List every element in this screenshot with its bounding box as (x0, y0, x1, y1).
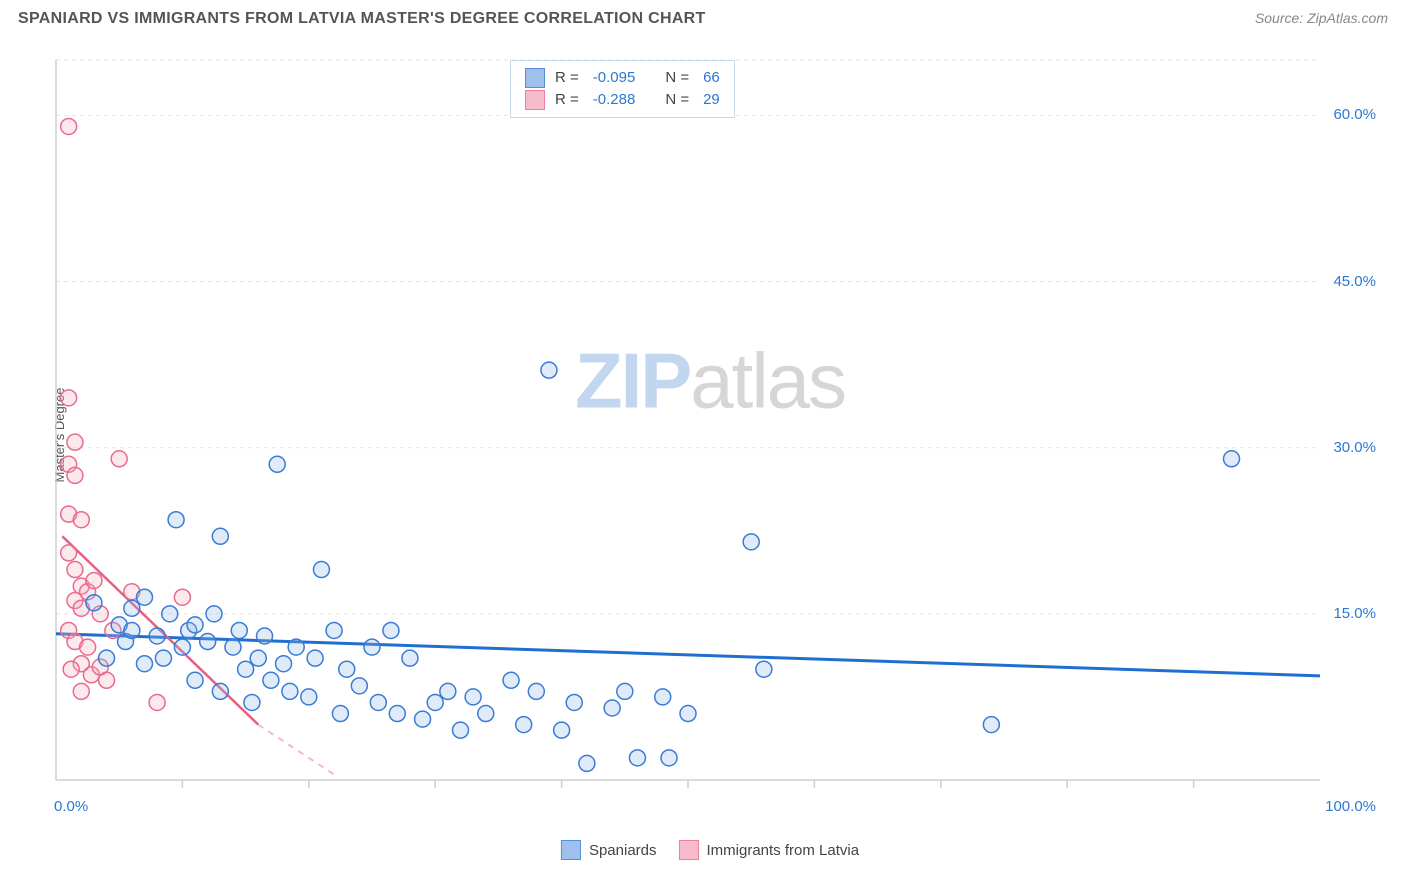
r-value-latvia: -0.288 (589, 89, 636, 111)
n-value-latvia: 29 (699, 89, 720, 111)
legend-label: Immigrants from Latvia (707, 842, 860, 859)
legend-row-latvia: R = -0.288 N = 29 (525, 89, 720, 111)
x-tick-label: 0.0% (54, 798, 88, 815)
chart-source: Source: ZipAtlas.com (1255, 10, 1388, 26)
chart-container: Master's Degree ZIPatlas R = -0.095 N = … (40, 50, 1380, 820)
swatch-spaniards (525, 68, 545, 88)
y-tick-label: 15.0% (1333, 605, 1376, 622)
legend-item-spaniards: Spaniards (561, 840, 657, 860)
y-tick-label: 45.0% (1333, 273, 1376, 290)
swatch-spaniards (561, 840, 581, 860)
correlation-legend: R = -0.095 N = 66 R = -0.288 N = 29 (510, 60, 735, 118)
y-tick-label: 30.0% (1333, 439, 1376, 456)
x-tick-label: 100.0% (1325, 798, 1376, 815)
legend-item-latvia: Immigrants from Latvia (679, 840, 860, 860)
r-label: R = (555, 89, 579, 111)
scatter-plot-svg (50, 50, 1380, 820)
n-label: N = (665, 89, 689, 111)
swatch-latvia (525, 90, 545, 110)
r-label: R = (555, 67, 579, 89)
legend-row-spaniards: R = -0.095 N = 66 (525, 67, 720, 89)
y-tick-label: 60.0% (1333, 106, 1376, 123)
chart-title: SPANIARD VS IMMIGRANTS FROM LATVIA MASTE… (18, 10, 706, 28)
swatch-latvia (679, 840, 699, 860)
legend-label: Spaniards (589, 842, 657, 859)
series-legend: Spaniards Immigrants from Latvia (561, 840, 859, 860)
r-value-spaniards: -0.095 (589, 67, 636, 89)
n-label: N = (665, 67, 689, 89)
n-value-spaniards: 66 (699, 67, 720, 89)
